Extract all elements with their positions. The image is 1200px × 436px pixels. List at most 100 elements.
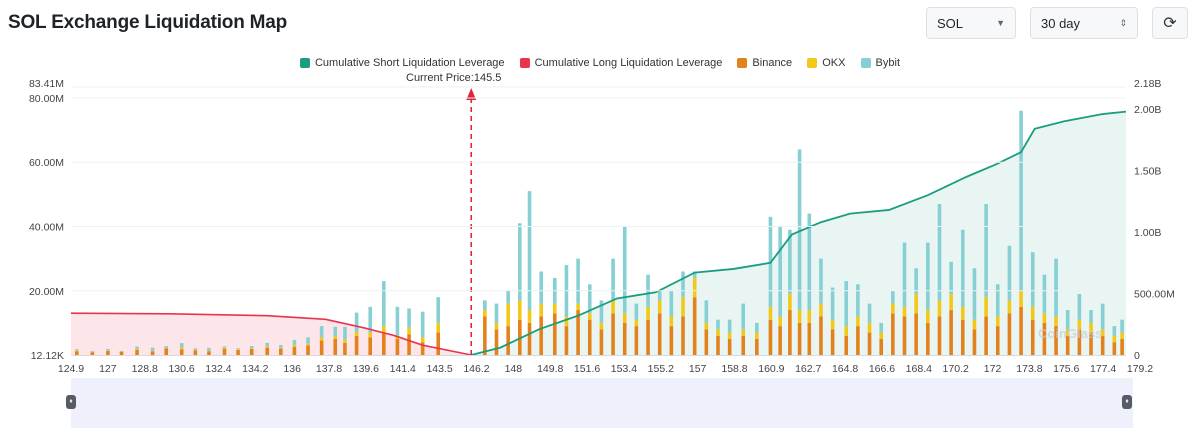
bar-bybit[interactable] (1077, 293, 1082, 320)
bar-okx[interactable] (830, 319, 835, 330)
bar-okx[interactable] (539, 303, 543, 317)
period-select[interactable]: 30 day ⇕ (1030, 7, 1138, 39)
bar-okx[interactable] (692, 277, 697, 298)
bar-binance[interactable] (830, 329, 835, 356)
bar-binance[interactable] (576, 310, 580, 356)
bar-okx[interactable] (407, 327, 411, 335)
bar-okx[interactable] (1019, 290, 1023, 307)
bar-bybit[interactable] (937, 204, 942, 301)
bar-bybit[interactable] (1065, 310, 1070, 330)
bar-binance[interactable] (819, 316, 823, 356)
bar-okx[interactable] (279, 347, 283, 349)
bar-okx[interactable] (984, 297, 988, 317)
bar-binance[interactable] (179, 349, 184, 356)
bar-okx[interactable] (778, 316, 782, 327)
bar-bybit[interactable] (395, 306, 400, 336)
bar-binance[interactable] (306, 345, 310, 356)
bar-bybit[interactable] (436, 297, 441, 323)
bar-bybit[interactable] (819, 258, 823, 304)
bar-okx[interactable] (333, 336, 338, 339)
bar-bybit[interactable] (611, 258, 615, 301)
bar-bybit[interactable] (236, 348, 240, 350)
bar-okx[interactable] (727, 332, 732, 339)
bar-binance[interactable] (1100, 335, 1105, 356)
legend-item-short[interactable]: Cumulative Short Liquidation Leverage (299, 57, 505, 69)
bar-okx[interactable] (164, 347, 169, 349)
bar-binance[interactable] (778, 326, 782, 356)
bar-bybit[interactable] (972, 268, 977, 320)
bar-okx[interactable] (179, 347, 184, 350)
bar-binance[interactable] (1077, 329, 1082, 356)
bar-bybit[interactable] (150, 347, 155, 351)
bar-okx[interactable] (306, 343, 310, 346)
bar-bybit[interactable] (716, 319, 720, 330)
bar-binance[interactable] (669, 326, 674, 356)
bar-bybit[interactable] (333, 326, 338, 337)
bar-binance[interactable] (1089, 332, 1093, 356)
bar-okx[interactable] (420, 337, 425, 343)
bar-okx[interactable] (681, 297, 685, 317)
slider-handle-left[interactable]: ⏸ (66, 395, 76, 409)
bar-binance[interactable] (135, 349, 139, 356)
bar-binance[interactable] (368, 337, 373, 356)
bar-okx[interactable] (646, 306, 650, 320)
bar-bybit[interactable] (634, 303, 639, 320)
bar-okx[interactable] (1030, 306, 1035, 320)
bar-bybit[interactable] (755, 322, 759, 333)
bar-bybit[interactable] (622, 226, 627, 314)
bar-binance[interactable] (106, 350, 110, 356)
bar-okx[interactable] (343, 339, 347, 343)
bar-bybit[interactable] (681, 271, 685, 298)
bar-bybit[interactable] (807, 213, 812, 311)
bar-binance[interactable] (343, 342, 347, 356)
bar-binance[interactable] (727, 338, 732, 356)
bar-binance[interactable] (506, 326, 510, 356)
bar-binance[interactable] (657, 313, 662, 356)
bar-bybit[interactable] (483, 300, 487, 311)
bar-bybit[interactable] (1054, 258, 1058, 317)
bar-binance[interactable] (75, 351, 79, 356)
refresh-button[interactable]: ⟳ (1152, 7, 1188, 39)
bar-okx[interactable] (292, 344, 297, 347)
bar-binance[interactable] (960, 319, 965, 356)
bar-binance[interactable] (972, 329, 977, 356)
bar-okx[interactable] (599, 322, 604, 330)
bar-bybit[interactable] (1089, 310, 1093, 323)
bar-okx[interactable] (249, 347, 254, 349)
bar-bybit[interactable] (867, 303, 872, 323)
bar-bybit[interactable] (343, 326, 347, 340)
bar-okx[interactable] (844, 326, 849, 336)
bar-binance[interactable] (995, 326, 1000, 356)
bar-okx[interactable] (972, 319, 977, 330)
bar-bybit[interactable] (1007, 245, 1012, 301)
legend-item-okx[interactable]: OKX (807, 57, 845, 69)
bar-binance[interactable] (587, 319, 592, 356)
bar-okx[interactable] (75, 350, 79, 352)
bar-bybit[interactable] (669, 290, 674, 317)
bar-okx[interactable] (797, 310, 802, 323)
bar-okx[interactable] (949, 293, 953, 311)
bar-okx[interactable] (150, 350, 155, 352)
bar-binance[interactable] (984, 316, 988, 356)
bar-okx[interactable] (669, 316, 674, 327)
bar-bybit[interactable] (844, 281, 849, 327)
bar-bybit[interactable] (657, 290, 662, 301)
bar-okx[interactable] (518, 300, 522, 320)
bar-binance[interactable] (704, 329, 709, 356)
bar-binance[interactable] (552, 313, 557, 356)
bar-okx[interactable] (506, 303, 510, 327)
bar-okx[interactable] (207, 350, 211, 352)
bar-bybit[interactable] (119, 350, 124, 352)
bar-okx[interactable] (354, 331, 359, 336)
bar-binance[interactable] (539, 316, 543, 356)
bar-bybit[interactable] (106, 348, 110, 351)
bar-bybit[interactable] (984, 204, 988, 298)
bar-binance[interactable] (292, 346, 297, 356)
bar-binance[interactable] (483, 316, 487, 356)
bar-bybit[interactable] (1112, 326, 1117, 336)
bar-okx[interactable] (494, 322, 499, 330)
bar-binance[interactable] (1042, 322, 1047, 356)
bar-okx[interactable] (368, 332, 373, 338)
bar-binance[interactable] (564, 326, 569, 356)
bar-binance[interactable] (741, 335, 746, 356)
